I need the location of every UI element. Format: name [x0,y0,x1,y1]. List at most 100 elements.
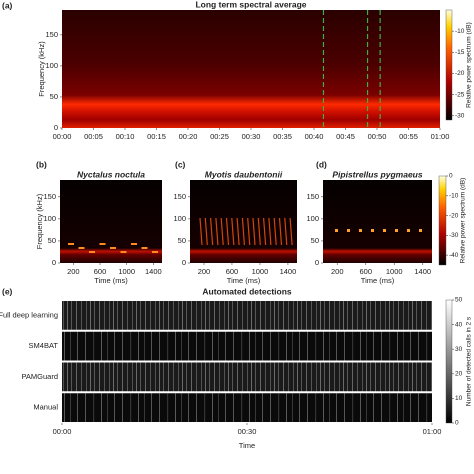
call-streak [215,217,219,246]
call-streak [284,217,288,246]
x-tick-label: 00:55 [399,132,418,141]
panel-title: Nyctalus noctula [77,169,145,179]
y-axis-label: Frequency (kHz) [37,41,46,97]
colorbar-label: Relative power spectrum (dB) [460,178,467,264]
y-tick-label: 0 [54,123,58,132]
call-blob [407,229,410,232]
y-tick-label: 0 [52,258,56,267]
row-label: PAMGuard [21,372,58,381]
colorbar-tick-label: -10 [449,192,459,199]
x-axis-label: Time [239,441,255,450]
colorbar-label: Relative power spectrum (dB) [466,22,473,108]
colorbar-label: Number of detected calls in 2 s [466,316,473,406]
call-blob [120,251,127,253]
row-label: SM4BAT [29,341,59,350]
call-streak [210,217,214,246]
x-tick-label: 00:25 [210,132,229,141]
y-tick-label: 50 [50,92,58,101]
y-tick-label: 100 [306,214,319,223]
colorbar-tick-label: 0 [449,173,453,180]
call-streak [257,217,261,246]
colorbar-tick-label: 40 [455,321,463,328]
panel-title: Myotis daubentonii [205,169,283,179]
x-tick-label: 01:00 [423,427,442,436]
call-streak [252,217,256,246]
call-blob [335,229,338,232]
call-blob [371,229,374,232]
call-streak [268,217,272,246]
y-tick-label: 100 [173,214,186,223]
x-tick-label: 1400 [280,267,297,276]
x-tick-label: 00:00 [53,427,72,436]
colorbar [445,9,453,121]
colorbar-tick-label: -20 [455,70,465,77]
x-tick-label: 1400 [414,267,431,276]
y-tick-label: 50 [48,236,56,245]
call-blob [78,247,85,249]
colorbar-tick-label: -15 [455,49,465,56]
x-tick-label: 01:00 [431,132,450,141]
x-tick-label: 1000 [252,267,269,276]
detection-row [62,301,432,330]
call-blob [395,229,398,232]
call-streak [225,217,230,246]
x-tick-label: 600 [359,267,372,276]
row-label: Full deep learning [0,310,58,319]
call-blob [110,247,116,249]
colorbar-tick-label: 10 [455,395,463,402]
panel-title: Long term spectral average [195,0,306,9]
colorbar [438,175,447,266]
detection-row [62,393,432,422]
colorbar-tick-label: -30 [455,112,465,119]
call-streak [236,217,240,246]
detection-row [62,331,432,361]
x-tick-label: 00:30 [238,427,257,436]
call-streak [247,217,251,246]
colorbar-tick-label: 20 [455,371,463,378]
x-tick-label: 00:35 [273,132,292,141]
spectrogram-image [323,180,432,263]
y-tick-label: 0 [182,258,186,267]
x-tick-label: 1400 [145,267,162,276]
colorbar-tick-label: -40 [449,252,459,259]
detection-row [62,362,432,392]
call-streak [263,217,267,246]
x-tick-label: 00:50 [368,132,387,141]
colorbar-tick-label: 0 [455,420,459,427]
y-tick-label: 50 [178,236,186,245]
call-blob [383,229,386,232]
colorbar-tick-label: -30 [449,232,459,239]
call-streak [273,217,277,246]
y-tick-label: 150 [173,192,186,201]
x-tick-label: 1000 [386,267,403,276]
call-blob [141,247,148,249]
call-blob [152,251,158,253]
panel-label: (d) [316,159,327,169]
colorbar-tick-label: 50 [455,297,463,304]
panel-label: (b) [36,159,47,169]
panel-title: Pipistrellus pygmaeus [332,169,422,179]
call-blob [68,243,74,245]
panel-title: Automated detections [202,286,292,296]
call-streak [204,217,208,246]
call-blob [131,243,137,245]
x-tick-label: 00:00 [53,132,72,141]
y-tick-label: 100 [45,61,58,70]
call-blob [99,243,106,245]
x-axis-label: Time (ms) [94,276,128,285]
panel-label: (e) [2,286,13,296]
spectrogram-image [62,10,440,128]
x-tick-label: 200 [198,267,211,276]
x-tick-label: 00:30 [242,132,261,141]
y-axis-label: Frequency (kHz) [35,193,44,249]
call-blob [347,229,350,232]
call-blob [359,229,362,232]
call-blob [89,251,95,253]
call-streak [278,217,283,246]
call-streak [231,217,235,246]
x-tick-label: 1000 [118,267,135,276]
x-axis-label: Time (ms) [227,276,261,285]
x-tick-label: 00:05 [84,132,103,141]
x-tick-label: 600 [226,267,239,276]
